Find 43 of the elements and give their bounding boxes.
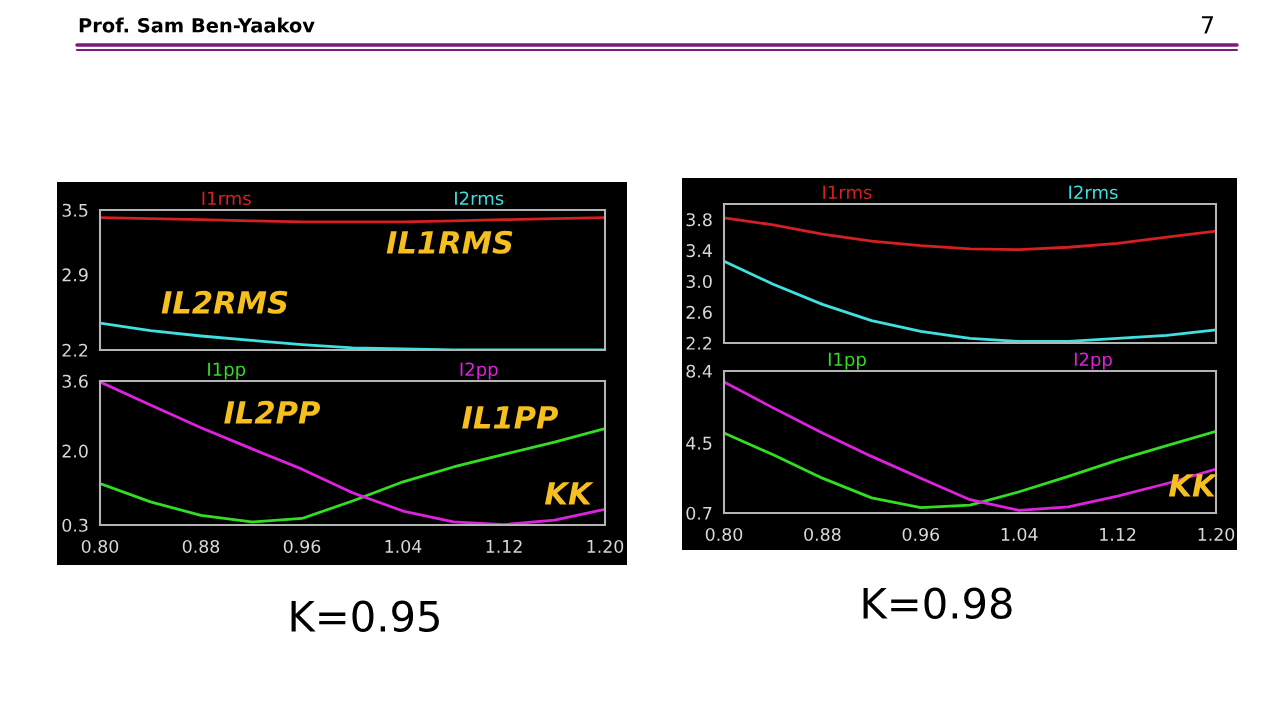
y-tick-label: 2.0 <box>62 444 88 458</box>
x-tick-label: 1.20 <box>1198 527 1235 542</box>
text: I2rms <box>455 191 504 206</box>
y-tick-label: 3.6 <box>62 374 88 388</box>
y-tick-label: 3.5 <box>62 203 88 217</box>
x-tick-label: 1.12 <box>1100 527 1136 541</box>
x-tick-label: 0.96 <box>902 527 940 542</box>
text: I2pp <box>460 362 498 380</box>
text: I1pp <box>828 352 866 370</box>
y-tick-label: 3.0 <box>686 274 712 289</box>
x-tick-label: 0.80 <box>81 539 119 554</box>
y-tick-label: 2.2 <box>686 336 712 350</box>
y-tick-label: 0.3 <box>62 518 88 532</box>
text: Prof. Sam Ben-Yaakov <box>79 17 315 33</box>
x-tick-label: 1.20 <box>587 539 624 554</box>
annotation: IL1RMS <box>386 230 513 254</box>
x-tick-label: 0.96 <box>283 539 321 554</box>
y-tick-label: 2.6 <box>686 305 712 319</box>
y-tick-label: 2.9 <box>62 268 88 282</box>
y-tick-label: 0.7 <box>686 506 712 520</box>
x-tick-label: 1.12 <box>486 539 522 553</box>
x-tick-label: 1.04 <box>385 539 422 554</box>
y-tick-label: 8.4 <box>686 364 712 378</box>
series-label: I1rms <box>202 191 251 206</box>
text: K=0.95 <box>291 600 439 633</box>
text: K=0.98 <box>863 587 1012 620</box>
y-tick-label: 4.5 <box>686 436 712 450</box>
y-tick-label: 2.2 <box>62 343 88 357</box>
text: I1pp <box>208 362 246 380</box>
series-label: I1rms <box>823 185 872 200</box>
x-tick-label: 0.80 <box>705 527 743 542</box>
y-tick-label: 3.4 <box>686 244 712 258</box>
annotation: KK <box>544 482 594 505</box>
annotation: IL2PP <box>224 400 321 424</box>
x-tick-label: 0.88 <box>182 539 220 554</box>
x-tick-label: 0.88 <box>804 527 841 542</box>
text: 7 <box>1201 16 1213 34</box>
annotation: IL1PP <box>462 406 559 429</box>
text: I2pp <box>1074 352 1112 370</box>
annotation: IL2RMS <box>161 290 288 314</box>
x-tick-label: 1.04 <box>1001 527 1038 542</box>
text: I2rms <box>1069 185 1118 200</box>
y-tick-label: 3.8 <box>686 213 712 227</box>
